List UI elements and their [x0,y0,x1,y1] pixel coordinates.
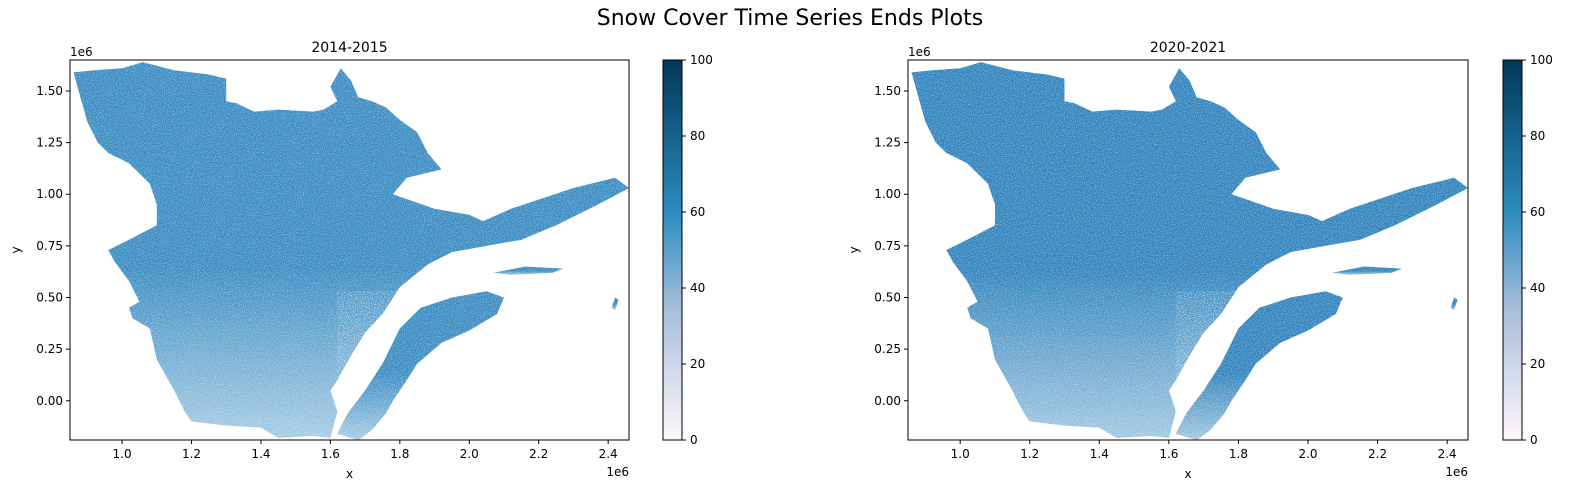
y-tick-label: 0.25 [36,342,63,356]
figure-title: Snow Cover Time Series Ends Plots [596,6,984,31]
x-tick-label: 1.2 [182,447,201,461]
x-tick-label: 1.8 [390,447,409,461]
axes-frame [907,59,1469,441]
colorbar [1502,59,1523,441]
x-tick-label: 1.0 [113,447,132,461]
subplot-title: 2014-2015 [311,40,387,56]
x-tick-label: 2.4 [599,447,618,461]
x-tick-label: 1.8 [1229,447,1248,461]
y-tick-label: 0.25 [874,342,901,356]
x-tick-label: 2.0 [1298,447,1317,461]
y-tick-label: 1.25 [36,136,63,150]
axes-frame [69,59,630,441]
colorbar-tick-label: 100 [690,53,713,67]
y-tick-label: 0.00 [874,394,901,408]
map-layer [73,62,629,440]
y-tick-label: 0.00 [36,394,63,408]
x-tick-label: 1.6 [321,447,340,461]
y-offset-label: 1e6 [70,45,93,59]
x-axis-label: x [346,467,353,481]
x-tick-label: 1.6 [1159,447,1178,461]
map-region-outline-texture [911,62,1468,438]
x-axis-label: x [1184,467,1191,481]
colorbar-tick-label: 40 [690,281,705,295]
y-tick-label: 0.50 [874,291,901,305]
colorbar-tick-label: 0 [1530,433,1538,447]
y-tick-label: 1.00 [36,187,63,201]
y-tick-label: 1.50 [874,84,901,98]
y-tick-label: 1.50 [36,84,63,98]
map-region-magdalen-texture [1450,297,1458,310]
map-region-magdalen-texture [611,297,619,310]
colorbar-tick-label: 100 [1530,53,1553,67]
x-tick-label: 2.2 [1368,447,1387,461]
colorbar-tick-label: 0 [690,433,698,447]
colorbar-tick-label: 80 [1530,129,1545,143]
x-tick-label: 2.2 [529,447,548,461]
y-tick-label: 1.25 [874,136,901,150]
subplot-title: 2020-2021 [1150,40,1226,56]
colorbar-tick-label: 80 [690,129,705,143]
x-tick-label: 2.4 [1438,447,1457,461]
map-region-gaspe-texture [1175,291,1343,440]
x-tick-label: 1.2 [1020,447,1039,461]
y-tick-label: 1.00 [874,187,901,201]
x-offset-label: 1e6 [606,465,629,479]
y-tick-label: 0.75 [36,239,63,253]
colorbar-tick-label: 40 [1530,281,1545,295]
map-layer [911,62,1468,440]
x-tick-label: 1.0 [951,447,970,461]
x-offset-label: 1e6 [1445,465,1468,479]
y-axis-label: y [9,246,23,253]
colorbar-tick-label: 60 [1530,205,1545,219]
colorbar-tick-label: 20 [690,357,705,371]
map-region-outline-texture [73,62,629,438]
x-tick-label: 2.0 [460,447,479,461]
subplot-1: 2014-2015 1.0 1.2 1.4 1.6 1.8 2.0 2.2 2.4 x 1e6 0.0… [9,40,713,481]
x-tick-label: 1.4 [251,447,270,461]
map-region-anticosti-texture [1332,266,1402,275]
y-axis-label: y [847,246,861,253]
y-offset-label: 1e6 [908,45,931,59]
colorbar-tick-label: 60 [690,205,705,219]
colorbar [662,59,683,441]
subplot-2: 2020-2021 1.0 1.2 1.4 1.6 1.8 2.0 2.2 2.4 x 1e6 0.0… [847,40,1553,481]
map-region-gaspe-texture [337,291,504,440]
map-region-anticosti-texture [493,266,563,275]
y-tick-label: 0.75 [874,239,901,253]
y-tick-label: 0.50 [36,291,63,305]
x-tick-label: 1.4 [1090,447,1109,461]
colorbar-tick-label: 20 [1530,357,1545,371]
